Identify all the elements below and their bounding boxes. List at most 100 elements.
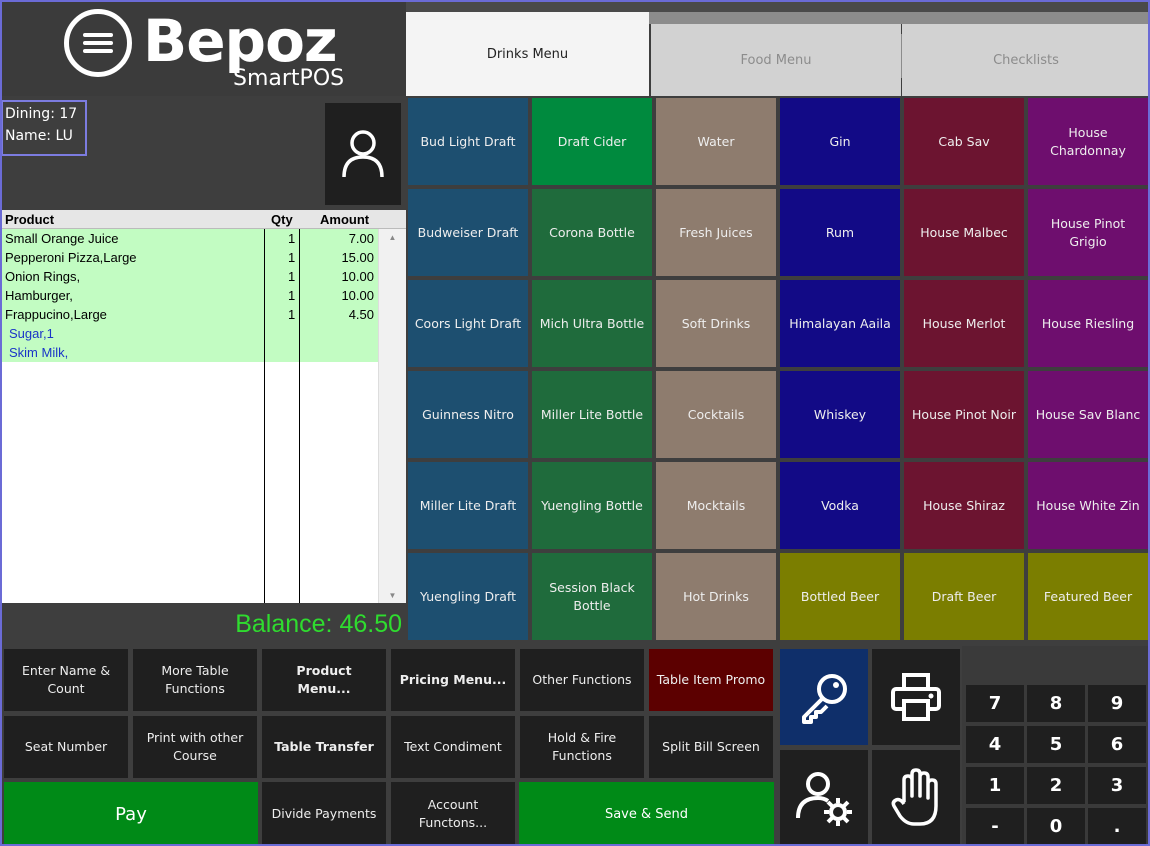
text-condiment-button[interactable]: Text Condiment bbox=[391, 716, 515, 778]
numpad-key[interactable]: 4 bbox=[966, 726, 1024, 763]
menu-item-house-pinot-noir[interactable]: House Pinot Noir bbox=[904, 371, 1024, 458]
amount-cell: 15.00 bbox=[341, 250, 374, 265]
menu-item-gin[interactable]: Gin bbox=[780, 98, 900, 185]
pay-button[interactable]: Pay bbox=[4, 782, 258, 846]
dining-label: Dining: 17 bbox=[5, 106, 78, 122]
scroll-down-icon[interactable]: ▼ bbox=[379, 587, 406, 603]
order-row[interactable]: Hamburger, 1 10.00 bbox=[2, 286, 378, 305]
condiment-row[interactable]: Sugar,1 bbox=[2, 324, 378, 343]
order-scrollbar[interactable]: ▲ ▼ bbox=[378, 229, 406, 603]
menu-item-cocktails[interactable]: Cocktails bbox=[656, 371, 776, 458]
menu-item-corona-bottle[interactable]: Corona Bottle bbox=[532, 189, 652, 276]
divide-payments-button[interactable]: Divide Payments bbox=[262, 782, 386, 846]
tab-drinks-menu[interactable]: Drinks Menu bbox=[406, 12, 649, 96]
menu-item-mich-ultra-bottle[interactable]: Mich Ultra Bottle bbox=[532, 280, 652, 367]
menu-item-whiskey[interactable]: Whiskey bbox=[780, 371, 900, 458]
menu-item-house-riesling[interactable]: House Riesling bbox=[1028, 280, 1148, 367]
menu-item-yuengling-draft[interactable]: Yuengling Draft bbox=[408, 553, 528, 640]
menu-item-house-malbec[interactable]: House Malbec bbox=[904, 189, 1024, 276]
other-functions-button[interactable]: Other Functions bbox=[520, 649, 644, 711]
numpad-key[interactable]: . bbox=[1088, 808, 1146, 845]
menu-item-house-pinot-grigio[interactable]: House Pinot Grigio bbox=[1028, 189, 1148, 276]
order-list[interactable]: Product Qty Amount Small Orange Juice 1 7.… bbox=[2, 210, 406, 603]
order-row[interactable]: Frappucino,Large 1 4.50 bbox=[2, 305, 378, 324]
hold-button[interactable] bbox=[872, 750, 960, 846]
numpad-key[interactable]: 6 bbox=[1088, 726, 1146, 763]
product-menu-button[interactable]: Product Menu... bbox=[262, 649, 386, 711]
numpad-key[interactable]: 5 bbox=[1027, 726, 1085, 763]
save-send-button[interactable]: Save & Send bbox=[519, 782, 774, 846]
table-transfer-button[interactable]: Table Transfer bbox=[262, 716, 386, 778]
order-row[interactable]: Pepperoni Pizza,Large 1 15.00 bbox=[2, 248, 378, 267]
product-cell: Hamburger, bbox=[5, 288, 73, 303]
menu-item-hot-drinks[interactable]: Hot Drinks bbox=[656, 553, 776, 640]
menu-item-mocktails[interactable]: Mocktails bbox=[656, 462, 776, 549]
menu-item-house-chardonnay[interactable]: House Chardonnay bbox=[1028, 98, 1148, 185]
menu-item-yuengling-bottle[interactable]: Yuengling Bottle bbox=[532, 462, 652, 549]
account-functions-button[interactable]: Account Functons... bbox=[391, 782, 515, 846]
print-other-course-button[interactable]: Print with other Course bbox=[133, 716, 257, 778]
numpad-key[interactable]: 3 bbox=[1088, 767, 1146, 804]
menu-item-guinness-nitro[interactable]: Guinness Nitro bbox=[408, 371, 528, 458]
menu-item-vodka[interactable]: Vodka bbox=[780, 462, 900, 549]
numpad-key[interactable]: 9 bbox=[1088, 685, 1146, 722]
condiment-row[interactable]: Skim Milk, bbox=[2, 343, 378, 362]
qty-column-header: Qty bbox=[271, 212, 293, 227]
menu-item-himalayan-aaila[interactable]: Himalayan Aaila bbox=[780, 280, 900, 367]
user-gear-icon bbox=[796, 772, 852, 826]
pricing-menu-button[interactable]: Pricing Menu... bbox=[391, 649, 515, 711]
numpad-key[interactable]: 1 bbox=[966, 767, 1024, 804]
customer-button[interactable] bbox=[325, 103, 401, 205]
menu-item-miller-lite-draft[interactable]: Miller Lite Draft bbox=[408, 462, 528, 549]
menu-item-miller-lite-bottle[interactable]: Miller Lite Bottle bbox=[532, 371, 652, 458]
menu-item-budweiser-draft[interactable]: Budweiser Draft bbox=[408, 189, 528, 276]
product-cell: Sugar,1 bbox=[9, 326, 54, 341]
print-button[interactable] bbox=[872, 649, 960, 745]
menu-item-featured-beer[interactable]: Featured Beer bbox=[1028, 553, 1148, 640]
product-cell: Onion Rings, bbox=[5, 269, 81, 284]
hold-fire-functions-button[interactable]: Hold & Fire Functions bbox=[520, 716, 644, 778]
menu-item-house-sav-blanc[interactable]: House Sav Blanc bbox=[1028, 371, 1148, 458]
menu-item-draft-beer[interactable]: Draft Beer bbox=[904, 553, 1024, 640]
menu-item-coors-light-draft[interactable]: Coors Light Draft bbox=[408, 280, 528, 367]
menu-item-session-black-bottle[interactable]: Session Black Bottle bbox=[532, 553, 652, 640]
amount-cell: 10.00 bbox=[341, 269, 374, 284]
amount-cell: 7.00 bbox=[348, 231, 374, 246]
tab-food-menu[interactable]: Food Menu bbox=[651, 24, 901, 96]
numpad-key[interactable]: 7 bbox=[966, 685, 1024, 722]
numpad-key[interactable]: - bbox=[966, 808, 1024, 845]
order-row[interactable]: Small Orange Juice 1 7.00 bbox=[2, 229, 378, 248]
user-settings-button[interactable] bbox=[780, 750, 868, 846]
product-cell: Pepperoni Pizza,Large bbox=[5, 250, 137, 265]
menu-item-house-white-zin[interactable]: House White Zin bbox=[1028, 462, 1148, 549]
menu-item-house-shiraz[interactable]: House Shiraz bbox=[904, 462, 1024, 549]
menu-item-draft-cider[interactable]: Draft Cider bbox=[532, 98, 652, 185]
menu-item-bottled-beer[interactable]: Bottled Beer bbox=[780, 553, 900, 640]
seat-number-button[interactable]: Seat Number bbox=[4, 716, 128, 778]
numpad-key[interactable]: 8 bbox=[1027, 685, 1085, 722]
product-cell: Small Orange Juice bbox=[5, 231, 119, 246]
more-table-functions-button[interactable]: More Table Functions bbox=[133, 649, 257, 711]
menu-circle-icon[interactable] bbox=[64, 9, 132, 77]
scroll-up-icon[interactable]: ▲ bbox=[379, 229, 406, 245]
split-bill-screen-button[interactable]: Split Bill Screen bbox=[649, 716, 773, 778]
menu-item-fresh-juices[interactable]: Fresh Juices bbox=[656, 189, 776, 276]
menu-item-cab-sav[interactable]: Cab Sav bbox=[904, 98, 1024, 185]
enter-name-count-button[interactable]: Enter Name & Count bbox=[4, 649, 128, 711]
qty-cell: 1 bbox=[288, 250, 296, 265]
order-row[interactable]: Onion Rings, 1 10.00 bbox=[2, 267, 378, 286]
numpad-key[interactable]: 2 bbox=[1027, 767, 1085, 804]
menu-item-soft-drinks[interactable]: Soft Drinks bbox=[656, 280, 776, 367]
menu-grid: Bud Light Draft Draft Cider Water Gin Cab Sa… bbox=[408, 98, 1150, 643]
menu-item-water[interactable]: Water bbox=[656, 98, 776, 185]
table-item-promo-button[interactable]: Table Item Promo bbox=[649, 649, 773, 711]
numpad-key[interactable]: 0 bbox=[1027, 808, 1085, 845]
menu-item-rum[interactable]: Rum bbox=[780, 189, 900, 276]
tab-checklists[interactable]: Checklists bbox=[902, 24, 1150, 96]
key-button[interactable] bbox=[780, 649, 868, 745]
qty-cell: 1 bbox=[288, 288, 296, 303]
menu-item-house-merlot[interactable]: House Merlot bbox=[904, 280, 1024, 367]
menu-item-bud-light-draft[interactable]: Bud Light Draft bbox=[408, 98, 528, 185]
product-column-header: Product bbox=[5, 212, 55, 227]
qty-cell: 1 bbox=[288, 307, 296, 322]
